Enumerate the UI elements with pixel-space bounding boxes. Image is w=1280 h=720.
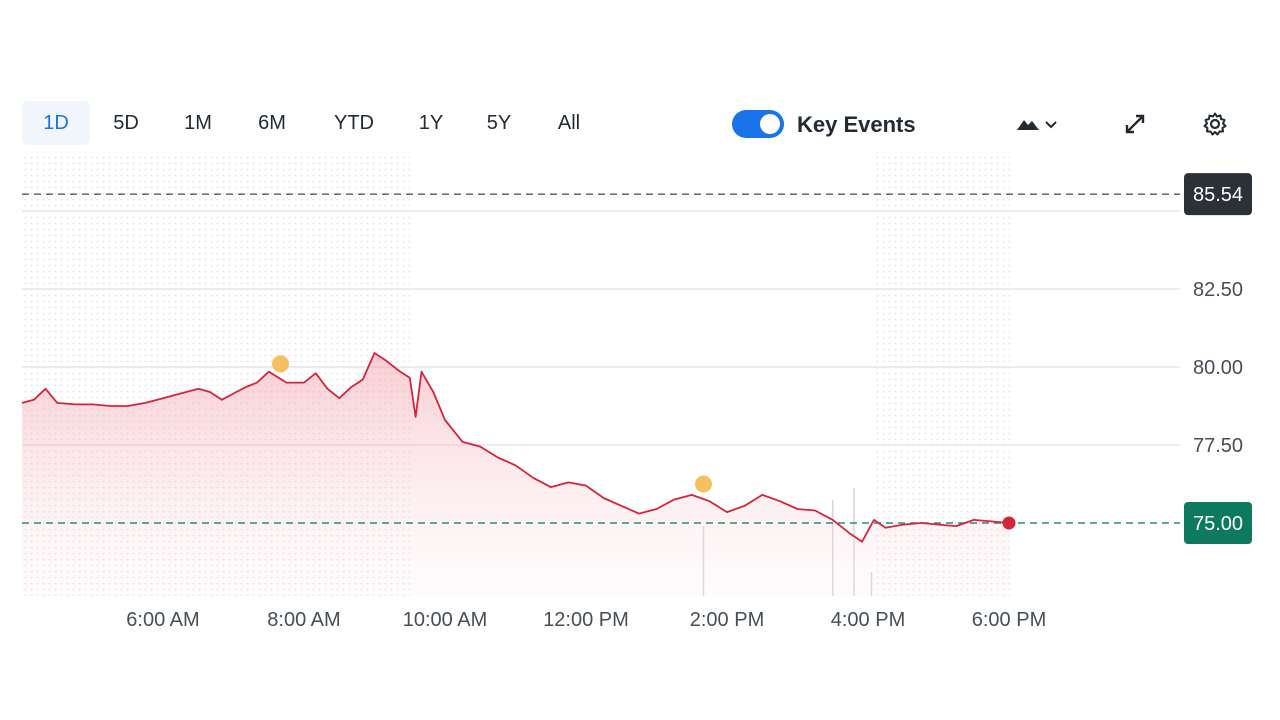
tab-1d[interactable]: 1D xyxy=(22,101,90,145)
markers xyxy=(272,355,1016,530)
tab-all[interactable]: All xyxy=(557,112,581,134)
toggle-knob xyxy=(760,114,780,134)
tab-1y[interactable]: 1Y xyxy=(418,112,444,134)
price-tag-label-1: 75.00 xyxy=(1193,513,1243,535)
x-tick-label-4: 2:00 PM xyxy=(690,609,764,631)
expand-icon xyxy=(1125,114,1145,134)
chart-type-button[interactable] xyxy=(1007,107,1067,141)
key-events-toggle[interactable] xyxy=(732,110,784,138)
last-price-tag: 75.00 xyxy=(1184,502,1252,544)
price-tag-bg-1 xyxy=(1184,502,1252,544)
chevron-down-icon xyxy=(1045,121,1057,129)
tab-5y[interactable]: 5Y xyxy=(486,112,512,134)
x-tick-label-2: 10:00 AM xyxy=(403,609,488,631)
gear-icon xyxy=(1203,112,1227,136)
key-event-marker-1 xyxy=(695,475,712,493)
x-tick-label-3: 12:00 PM xyxy=(543,609,629,631)
last-price-dot xyxy=(1002,516,1016,530)
y-axis: 82.50 80.00 77.50 xyxy=(1193,279,1243,457)
y-tick-label-2: 77.50 xyxy=(1193,435,1243,457)
settings-button[interactable] xyxy=(1198,107,1232,141)
x-tick-label-6: 6:00 PM xyxy=(972,609,1046,631)
price-tag-bg-0 xyxy=(1184,173,1252,216)
price-area xyxy=(22,353,1009,596)
tab-5d[interactable]: 5D xyxy=(113,112,139,134)
reference-lines: 85.54 75.00 xyxy=(22,173,1252,544)
high-price-tag: 85.54 xyxy=(1184,173,1252,216)
line-layer xyxy=(21,352,1010,543)
y-tick-label-0: 82.50 xyxy=(1193,279,1243,301)
price-line xyxy=(21,352,1010,543)
tab-1m[interactable]: 1M xyxy=(184,112,212,134)
area-layer xyxy=(22,353,1009,596)
key-event-marker-0 xyxy=(272,355,289,373)
x-tick-label-0: 6:00 AM xyxy=(126,609,199,631)
y-tick-label-1: 80.00 xyxy=(1193,357,1243,379)
price-tag-label-0: 85.54 xyxy=(1193,184,1243,206)
x-axis: 6:00 AM 8:00 AM 10:00 AM 12:00 PM 2:00 PM 4:0… xyxy=(126,609,1046,631)
tab-6m[interactable]: 6M xyxy=(258,112,286,134)
range-toolbar: 1D 5D 1M 6M YTD 1Y 5Y All Key Events xyxy=(22,101,1242,145)
x-tick-label-5: 4:00 PM xyxy=(831,609,905,631)
expand-button[interactable] xyxy=(1118,107,1152,141)
x-tick-label-1: 8:00 AM xyxy=(267,609,340,631)
mountain-chart-icon xyxy=(1017,120,1039,130)
tab-ytd[interactable]: YTD xyxy=(334,112,374,134)
key-events-label: Key Events xyxy=(797,112,916,137)
